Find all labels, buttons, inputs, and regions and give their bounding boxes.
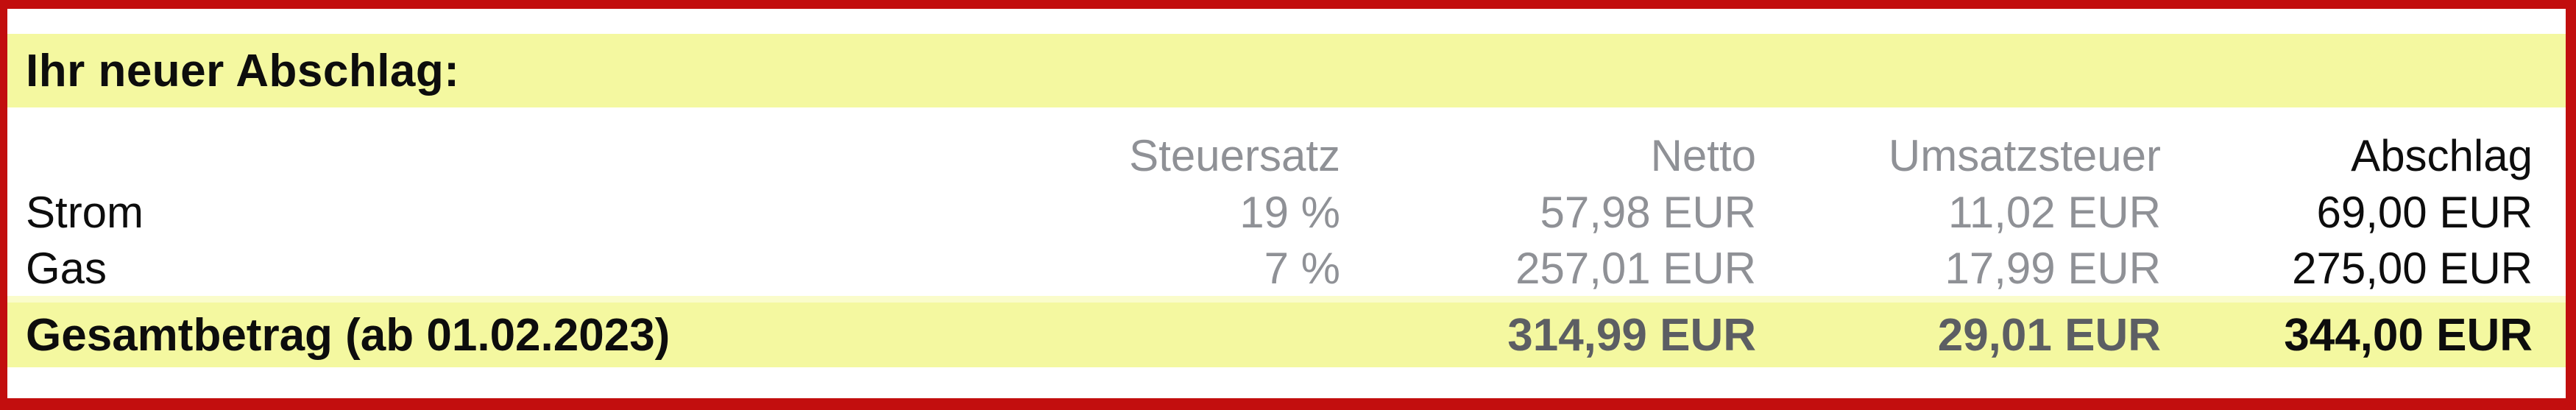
cell-strom-label: Strom	[26, 187, 144, 237]
cell-total-netto: 314,99 EUR	[1507, 309, 1756, 361]
header-steuersatz: Steuersatz	[1129, 131, 1340, 180]
cell-gas-steuersatz: 7 %	[1264, 243, 1340, 293]
header-abschlag: Abschlag	[2351, 131, 2533, 180]
table-total-row: Gesamtbetrag (ab 01.02.2023) 314,99 EUR …	[7, 296, 2566, 367]
cell-strom-netto: 57,98 EUR	[1540, 187, 1757, 237]
table-header-row: Steuersatz Netto Umsatzsteuer Abschlag	[7, 107, 2566, 184]
cell-gas-abschlag: 275,00 EUR	[2292, 243, 2533, 293]
section-title: Ihr neuer Abschlag:	[26, 45, 460, 96]
header-umsatzsteuer: Umsatzsteuer	[1888, 131, 2161, 180]
cell-total-umsatzsteuer: 29,01 EUR	[1937, 309, 2161, 361]
table-row-strom: Strom 19 % 57,98 EUR 11,02 EUR 69,00 EUR	[7, 184, 2566, 240]
cell-gas-umsatzsteuer: 17,99 EUR	[1945, 243, 2162, 293]
cell-strom-abschlag: 69,00 EUR	[2316, 187, 2533, 237]
cell-gas-netto: 257,01 EUR	[1515, 243, 1756, 293]
cell-total-abschlag: 344,00 EUR	[2284, 309, 2533, 361]
cell-gas-label: Gas	[26, 243, 107, 293]
table-row-gas: Gas 7 % 257,01 EUR 17,99 EUR 275,00 EUR	[7, 240, 2566, 296]
header-netto: Netto	[1650, 131, 1756, 180]
cell-total-label: Gesamtbetrag (ab 01.02.2023)	[26, 309, 670, 361]
section-title-band: Ihr neuer Abschlag:	[7, 34, 2566, 107]
cell-strom-steuersatz: 19 %	[1239, 187, 1340, 237]
cell-strom-umsatzsteuer: 11,02 EUR	[1947, 187, 2161, 237]
